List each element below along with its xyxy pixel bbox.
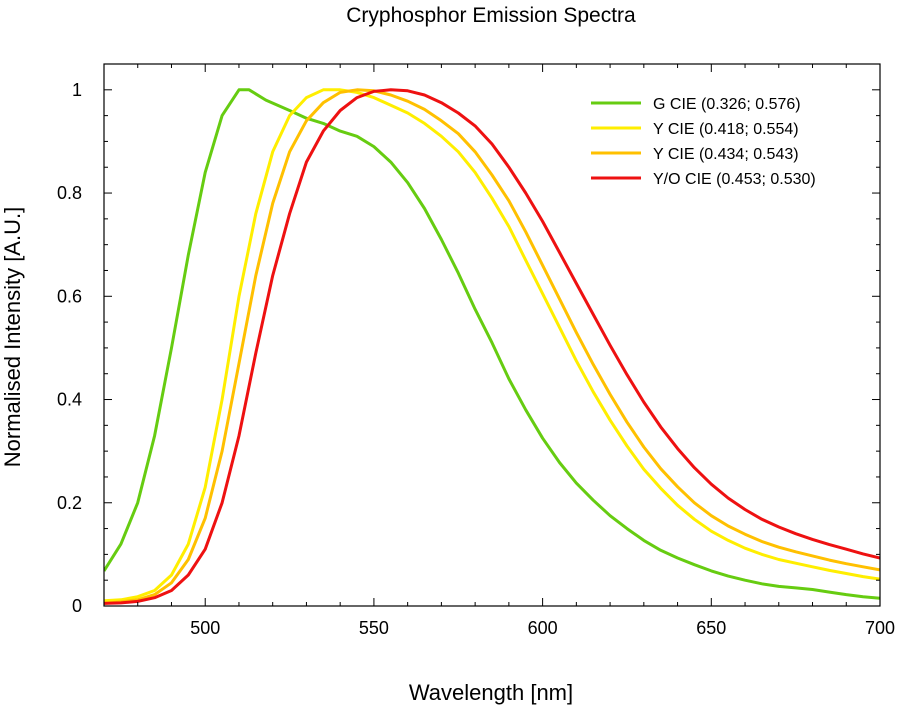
x-tick-label: 650	[696, 618, 726, 638]
plot-frame	[103, 63, 881, 607]
legend-label: Y CIE (0.418; 0.554)	[653, 121, 799, 138]
x-tick-label: 550	[359, 618, 389, 638]
y-axis-label: Normalised Intensity [A.U.]	[0, 207, 25, 467]
x-tick-label: 700	[865, 618, 895, 638]
x-axis: 500 550 600 650 700	[103, 64, 895, 638]
legend-label: Y CIE (0.434; 0.543)	[653, 146, 799, 163]
y-tick-label: 0.6	[57, 286, 82, 306]
x-tick-label: 600	[528, 618, 558, 638]
series-layer	[104, 88, 880, 605]
series-line-1	[104, 88, 880, 600]
x-tick-label: 500	[190, 618, 220, 638]
y-tick-label: 0.2	[57, 493, 82, 513]
legend: G CIE (0.326; 0.576) Y CIE (0.418; 0.554)…	[591, 96, 816, 188]
y-tick-label: 1	[72, 80, 82, 100]
legend-label: G CIE (0.326; 0.576)	[653, 96, 801, 113]
chart-title: Cryphosphor Emission Spectra	[346, 4, 636, 27]
series-line-4	[104, 88, 880, 605]
legend-label: Y/O CIE (0.453; 0.530)	[653, 171, 816, 188]
y-tick-label: 0.4	[57, 390, 82, 410]
y-axis: 0 0.2 0.4 0.6 0.8 1	[57, 80, 880, 616]
x-axis-label: Wavelength [nm]	[409, 680, 573, 705]
y-tick-label: 0	[72, 596, 82, 616]
series-line-2	[104, 88, 880, 603]
y-tick-label: 0.8	[57, 183, 82, 203]
series-line-3	[104, 88, 880, 605]
